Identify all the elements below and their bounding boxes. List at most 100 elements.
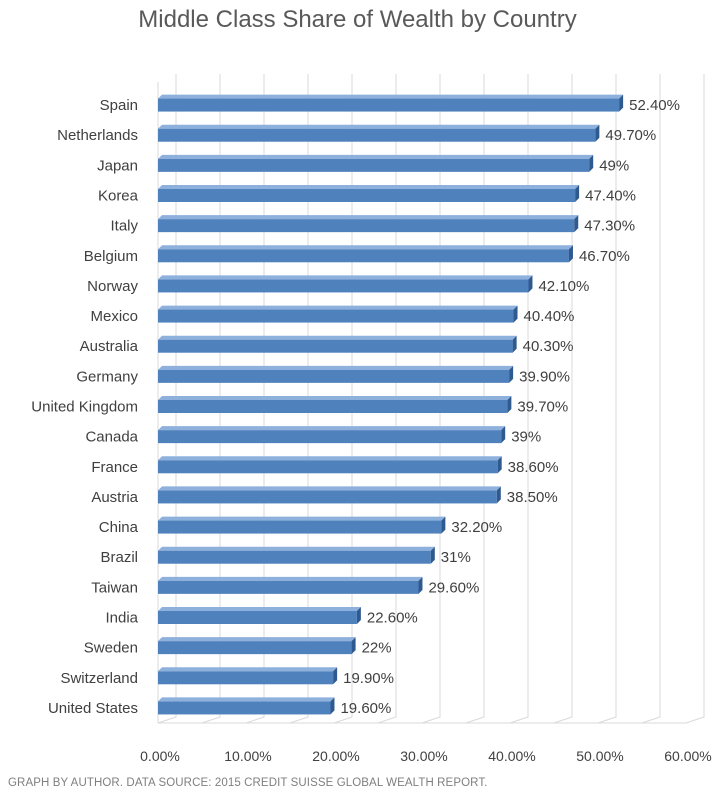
bar-top [158,365,514,370]
bar [158,460,498,474]
bar-top [158,516,446,521]
bar-top [158,335,517,340]
x-tick-label: 30.00% [400,748,447,764]
bar-top [158,245,573,250]
bar-top [158,94,624,99]
bar [158,641,352,655]
data-label: 19.60% [340,700,391,717]
category-label: Sweden [84,640,138,657]
bar-top [158,426,506,431]
bar-top [158,275,533,280]
bar-top [158,637,356,642]
bar-side [418,576,423,594]
category-label: Mexico [90,308,138,325]
gridline [553,74,573,724]
bar [158,400,508,413]
bar-top [158,576,423,581]
category-label: Spain [100,97,138,114]
data-label: 39% [511,429,541,446]
chart-title: Middle Class Share of Wealth by Country [138,6,577,33]
bar-side [330,697,335,715]
bar-side [589,154,594,172]
category-label: Belgium [84,248,138,265]
bar-side [507,396,512,413]
gridline [641,74,661,724]
category-label: Brazil [100,549,138,566]
category-label: Taiwan [91,579,138,596]
data-label: 49% [599,157,629,174]
category-label: Switzerland [60,670,138,687]
bar-side [574,215,579,233]
bar-side [351,637,356,655]
data-label: 42.10% [538,278,589,295]
data-label: 22% [362,640,392,657]
data-label: 40.30% [523,338,574,355]
data-label: 46.70% [579,248,630,265]
data-label: 38.60% [508,459,559,476]
bar-top [158,667,338,672]
bar-side [501,426,506,444]
bar-top [158,396,512,400]
data-label: 39.90% [519,368,570,385]
category-label: Austria [91,489,138,506]
category-label: Netherlands [57,127,138,144]
category-label: Italy [110,218,138,235]
bar-side [513,305,518,323]
category-label: Norway [87,278,138,295]
bar-top [158,486,501,491]
category-label: Korea [98,188,139,205]
bar [158,249,569,263]
source-note: GRAPH BY AUTHOR. DATA SOURCE: 2015 CREDI… [8,777,488,789]
bar [158,520,442,534]
bar [158,309,514,323]
gridline [685,74,705,724]
data-label: 49.70% [605,127,656,144]
bar [158,158,590,172]
data-label: 52.40% [629,97,680,114]
category-label: Australia [80,338,139,355]
bar [158,369,510,383]
data-label: 38.50% [507,489,558,506]
bar-side [430,546,435,564]
bar-side [497,456,502,474]
bar-top [158,697,335,702]
x-tick-label: 40.00% [488,748,535,764]
bar-side [509,365,514,383]
bar-side [333,667,338,685]
category-label: Canada [85,429,138,446]
bar [158,580,419,594]
bar-layer [158,94,624,715]
bar [158,430,502,444]
data-label: 40.40% [524,308,575,325]
category-label: Japan [97,157,138,174]
bar-top [158,456,502,461]
bar-top [158,305,518,310]
bar [158,611,357,624]
data-label: 19.90% [343,670,394,687]
x-tick-label: 50.00% [576,748,623,764]
bar [158,219,575,233]
data-label: 22.60% [367,610,418,627]
data-label: 29.60% [428,579,479,596]
category-label: United States [48,700,138,717]
bar-side [619,94,624,112]
bar-side [595,124,600,142]
bar [158,128,596,142]
data-label: 47.40% [585,188,636,205]
bar [158,189,576,202]
bar [158,98,620,112]
x-tick-label: 10.00% [224,748,271,764]
bar-top [158,546,435,551]
data-label: 47.30% [584,218,635,235]
category-label: China [99,519,139,536]
bar-side [441,516,446,534]
data-label: 39.70% [517,399,568,416]
bar [158,701,331,715]
x-tick-label: 60.00% [664,748,711,764]
data-label: 31% [441,549,471,566]
bar [158,671,334,685]
bar-side [512,335,517,353]
bar-top [158,154,594,159]
x-tick-label: 20.00% [312,748,359,764]
